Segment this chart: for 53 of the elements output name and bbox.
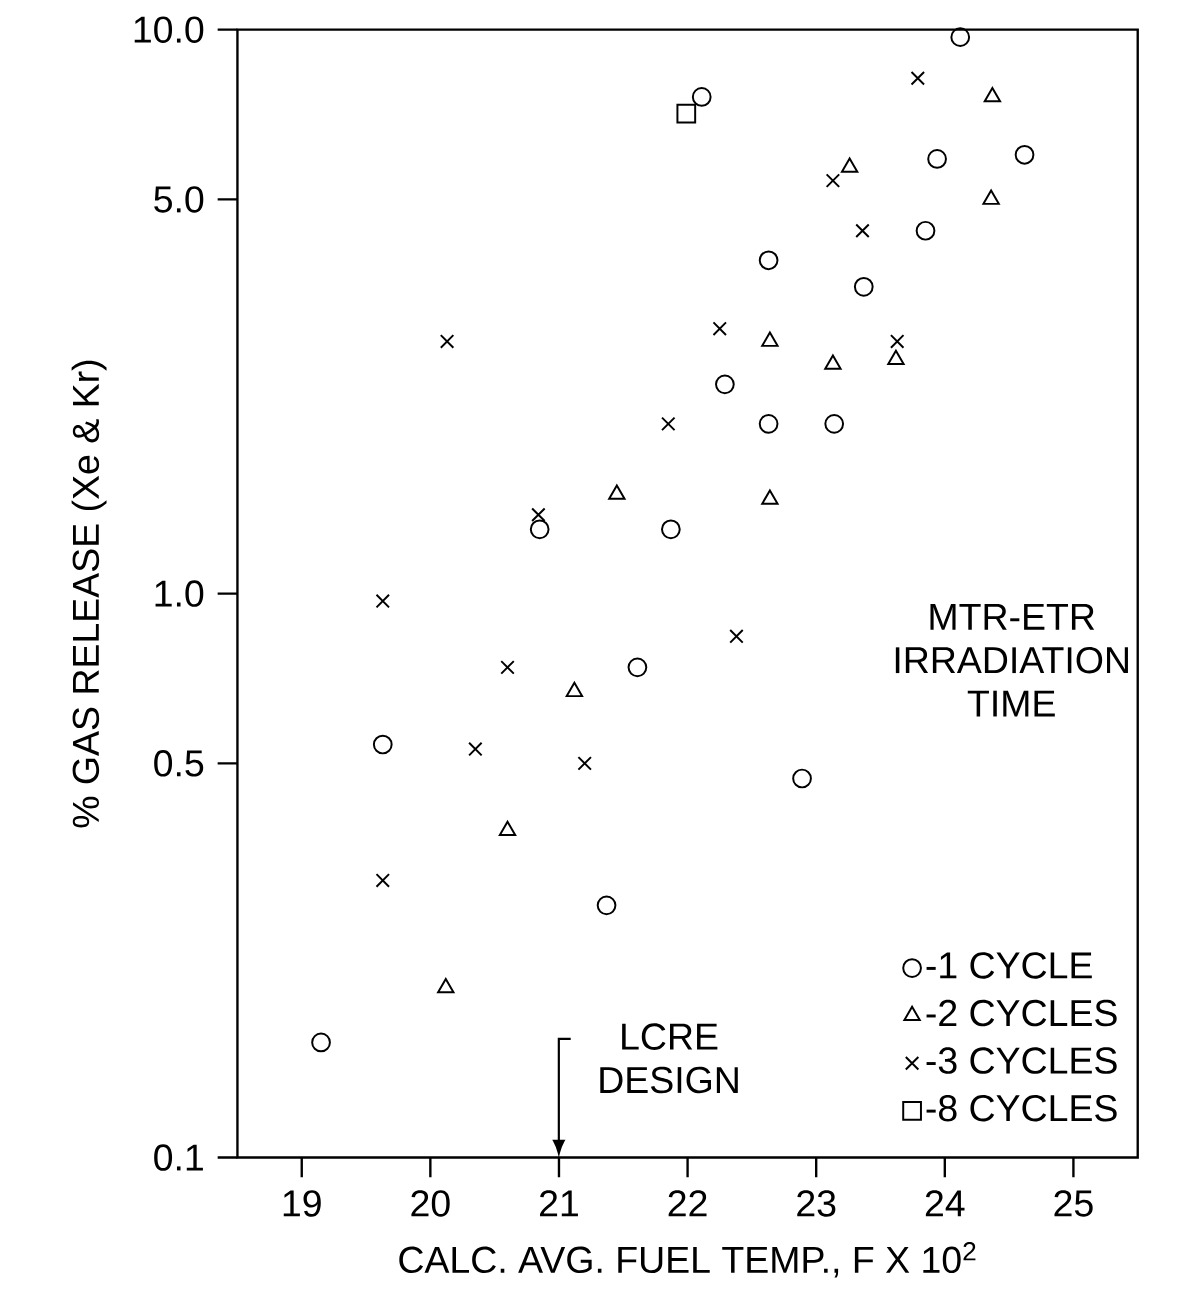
x-tick-label: 23 xyxy=(797,1190,836,1217)
x-tick-label: 19 xyxy=(283,1190,321,1217)
point xyxy=(676,103,696,124)
point xyxy=(712,321,727,336)
point xyxy=(792,768,812,789)
point xyxy=(577,756,592,771)
point xyxy=(691,87,712,107)
x-tick-label: 21 xyxy=(539,1190,578,1217)
point xyxy=(889,334,905,349)
point xyxy=(927,149,947,169)
point xyxy=(915,220,936,241)
legend-label: -2 CYCLES xyxy=(926,999,1117,1027)
point xyxy=(530,507,546,522)
y-tick-label: 5.0 xyxy=(154,186,204,213)
point xyxy=(375,593,390,609)
point xyxy=(1014,144,1035,165)
point xyxy=(855,223,870,239)
point xyxy=(824,414,844,434)
point xyxy=(375,873,390,888)
point xyxy=(529,519,550,540)
x-tick-label: 22 xyxy=(668,1190,707,1217)
point xyxy=(627,657,648,678)
y-tick-label: 1.0 xyxy=(155,580,204,607)
legend-label: -1 CYCLE xyxy=(926,952,1092,979)
legend-label: -3 CYCLES xyxy=(926,1047,1117,1074)
x-tick-label: 20 xyxy=(411,1190,450,1217)
annotation: LCRE DESIGN xyxy=(600,1023,738,1094)
y-tick-label: 10.0 xyxy=(134,16,204,43)
point xyxy=(729,629,744,644)
y-tick-label: 0.1 xyxy=(153,1144,203,1171)
y-tick-label: 0.5 xyxy=(153,750,204,777)
point xyxy=(439,334,455,349)
point xyxy=(853,276,874,297)
y-axis-title: % GAS RELEASE (Xe & Kr) xyxy=(71,360,107,828)
point xyxy=(758,414,779,434)
point xyxy=(660,416,676,432)
point xyxy=(825,173,841,188)
x-axis-title: CALC. AVG. FUEL TEMP., F X 10$^{2}$ xyxy=(399,1242,976,1278)
point xyxy=(311,1032,331,1053)
point xyxy=(714,374,735,395)
point xyxy=(467,741,483,757)
point xyxy=(596,895,617,916)
point xyxy=(983,87,1001,103)
x-tick-label: 24 xyxy=(925,1190,965,1217)
point xyxy=(372,734,393,755)
point xyxy=(910,71,925,86)
x-tick-label: 25 xyxy=(1054,1190,1093,1217)
point xyxy=(660,519,681,540)
point xyxy=(500,660,515,675)
point xyxy=(758,250,779,271)
point xyxy=(950,27,970,48)
legend-title: MTR-ETR IRRADIATION TIME xyxy=(895,603,1128,717)
legend-label: -8 CYCLES xyxy=(926,1094,1117,1122)
